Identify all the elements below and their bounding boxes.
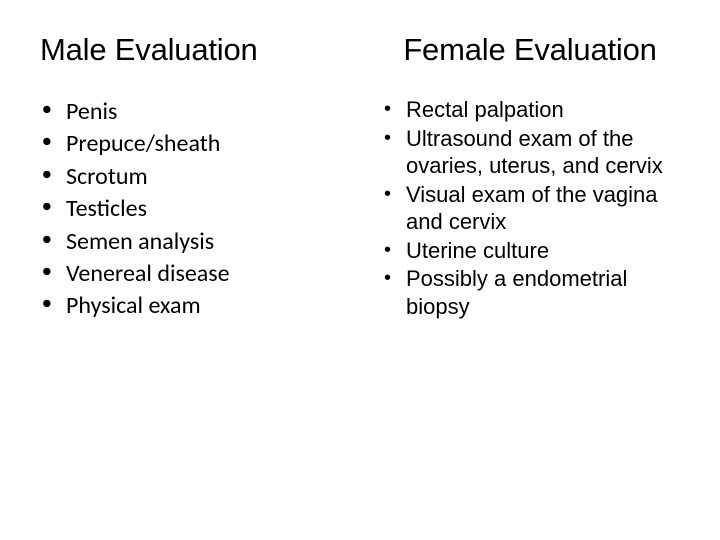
list-item: Penis (40, 96, 340, 128)
list-item: Rectal palpation (380, 96, 680, 124)
list-item: Visual exam of the vagina and cervix (380, 181, 680, 236)
list-item: Testicles (40, 193, 340, 225)
list-item: Physical exam (40, 290, 340, 322)
list-item: Uterine culture (380, 237, 680, 265)
right-column: Female Evaluation Rectal palpation Ultra… (380, 32, 680, 323)
left-column: Male Evaluation Penis Prepuce/sheath Scr… (40, 32, 340, 323)
male-evaluation-list: Penis Prepuce/sheath Scrotum Testicles S… (40, 96, 340, 323)
right-heading: Female Evaluation (380, 32, 680, 68)
list-item: Possibly a endometrial biopsy (380, 265, 680, 320)
list-item: Prepuce/sheath (40, 128, 340, 160)
list-item: Ultrasound exam of the ovaries, uterus, … (380, 125, 680, 180)
two-column-layout: Male Evaluation Penis Prepuce/sheath Scr… (40, 32, 680, 323)
female-evaluation-list: Rectal palpation Ultrasound exam of the … (380, 96, 680, 320)
list-item: Venereal disease (40, 258, 340, 290)
list-item: Scrotum (40, 161, 340, 193)
left-heading: Male Evaluation (40, 32, 340, 68)
list-item: Semen analysis (40, 226, 340, 258)
